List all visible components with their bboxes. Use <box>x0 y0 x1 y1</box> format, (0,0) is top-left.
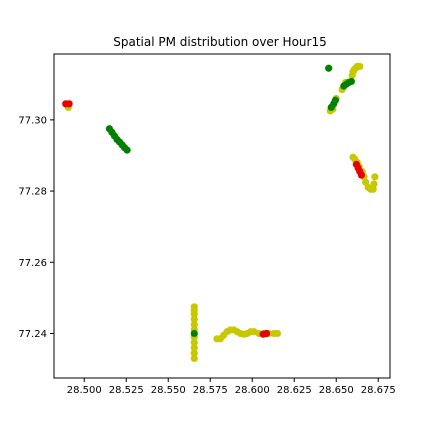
y-tick-label: 77.30 <box>18 115 47 126</box>
data-point-red <box>262 329 271 338</box>
x-axis: 28.500 28.525 28.550 28.575 28.600 28.625 28.6… <box>67 378 396 396</box>
data-point-yellow <box>190 320 198 329</box>
data-point-red <box>65 100 73 108</box>
data-point-green <box>190 329 198 338</box>
data-point-yellow <box>273 329 282 338</box>
data-point-yellow <box>369 185 377 193</box>
x-tick-label: 28.625 <box>277 385 312 396</box>
data-point-yellow <box>190 354 198 363</box>
data-point-green <box>325 64 333 72</box>
x-tick-label: 28.525 <box>109 385 144 396</box>
data-point-green <box>347 77 355 86</box>
y-axis: 77.24 77.26 77.28 77.30 <box>18 115 54 340</box>
data-point-yellow <box>190 315 198 323</box>
x-tick-label: 28.675 <box>361 385 396 396</box>
data-point-green <box>123 146 131 154</box>
y-tick-label: 77.24 <box>18 329 47 340</box>
data-point-yellow <box>371 173 379 181</box>
x-tick-label: 28.650 <box>319 385 354 396</box>
y-tick-label: 77.26 <box>18 258 47 269</box>
data-point-yellow <box>190 338 198 346</box>
data-point-yellow <box>370 180 378 188</box>
y-tick-label: 77.28 <box>18 187 47 198</box>
data-point-yellow <box>356 62 364 71</box>
x-tick-label: 28.550 <box>151 385 186 396</box>
data-point-yellow <box>362 178 370 186</box>
chart-title: Spatial PM distribution over Hour15 <box>113 35 326 49</box>
data-point-yellow <box>190 303 198 311</box>
data-point-yellow <box>190 349 198 357</box>
x-tick-label: 28.600 <box>235 385 270 396</box>
plot-frame <box>53 53 391 379</box>
data-point-green <box>331 96 339 104</box>
data-point-yellow <box>190 344 198 352</box>
data-points <box>62 62 379 363</box>
data-point-red <box>357 171 366 179</box>
x-tick-label: 28.500 <box>67 385 102 396</box>
x-tick-label: 28.575 <box>193 385 228 396</box>
